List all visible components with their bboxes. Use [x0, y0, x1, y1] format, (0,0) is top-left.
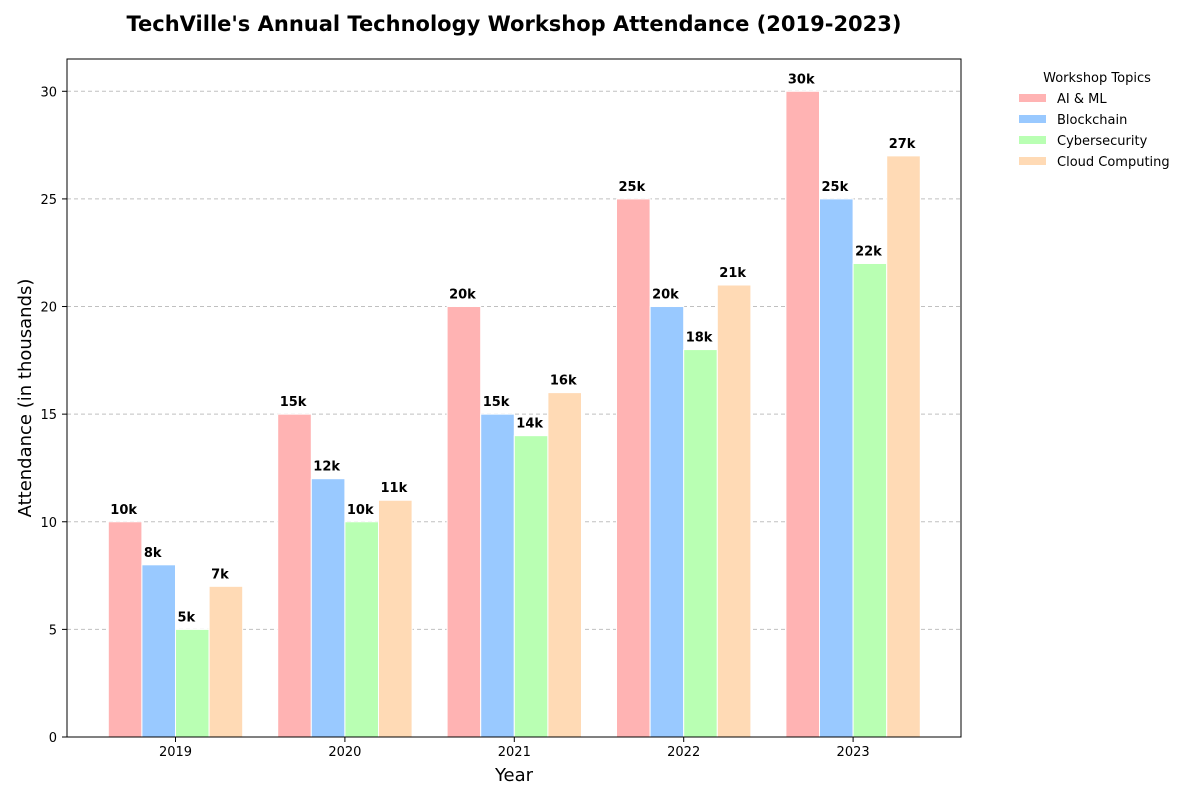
y-tick-label: 0 — [49, 731, 57, 746]
bar — [378, 499, 413, 738]
chart-title: TechVille's Annual Technology Workshop A… — [126, 12, 901, 36]
y-tick-label: 20 — [40, 301, 57, 316]
legend-swatch — [1019, 94, 1046, 102]
data-label: 15k — [280, 395, 307, 410]
data-label: 11k — [381, 481, 408, 496]
bar — [480, 413, 515, 738]
y-axis-label: Attendance (in thousands) — [15, 279, 36, 518]
bar — [344, 521, 379, 738]
bar — [141, 564, 176, 738]
bar — [208, 585, 244, 738]
bar — [277, 413, 312, 738]
x-axis-ticks: 2019 2020 2021 2022 2023 — [159, 737, 870, 760]
data-label: 20k — [652, 288, 679, 303]
x-tick-label: 2019 — [159, 745, 192, 760]
x-tick-label: 2023 — [837, 745, 870, 760]
legend-swatch — [1019, 115, 1046, 123]
bar — [547, 392, 583, 738]
legend-entry: Cybersecurity — [1057, 134, 1148, 149]
x-tick-label: 2021 — [498, 745, 531, 760]
bar — [886, 155, 921, 738]
bar — [819, 198, 854, 738]
bar — [513, 435, 549, 738]
legend-swatch — [1019, 136, 1046, 144]
y-tick-label: 30 — [40, 85, 57, 100]
data-label: 12k — [313, 460, 340, 475]
bar — [446, 306, 482, 738]
bar — [785, 90, 821, 738]
legend-title: Workshop Topics — [1043, 71, 1151, 86]
bar — [852, 262, 888, 738]
data-label: 8k — [144, 546, 162, 561]
data-label: 7k — [211, 567, 229, 582]
data-label: 22k — [855, 244, 882, 259]
y-axis-ticks: 0 5 10 15 20 25 30 — [40, 85, 67, 746]
data-label: 14k — [516, 417, 543, 432]
legend-entry: Blockchain — [1057, 113, 1127, 128]
x-axis-label: Year — [494, 765, 534, 786]
data-label: 20k — [449, 288, 476, 303]
data-label: 15k — [483, 395, 510, 410]
bars — [107, 90, 921, 738]
y-tick-label: 25 — [40, 193, 57, 208]
data-label: 27k — [889, 137, 916, 152]
legend-entry: AI & ML — [1057, 92, 1107, 107]
legend: Workshop Topics AI & ML Blockchain Cyberse… — [1019, 71, 1170, 170]
data-label: 5k — [178, 610, 196, 625]
data-label: 25k — [619, 180, 646, 195]
x-tick-label: 2020 — [328, 745, 361, 760]
legend-entry: Cloud Computing — [1057, 155, 1170, 170]
y-tick-label: 15 — [40, 408, 57, 423]
data-labels: 10k 15k 20k 25k 30k 8k 12k 15k 20k 25k 5k 10k 14k 18k… — [110, 72, 915, 625]
y-tick-label: 5 — [49, 623, 57, 638]
data-label: 10k — [110, 503, 137, 518]
data-label: 21k — [719, 266, 746, 281]
bar — [310, 478, 346, 738]
bar — [649, 306, 685, 738]
bar — [683, 349, 718, 738]
bar — [716, 284, 752, 738]
bar — [107, 521, 143, 738]
y-tick-label: 10 — [40, 516, 57, 531]
data-label: 18k — [686, 331, 713, 346]
data-label: 30k — [788, 72, 815, 87]
data-label: 16k — [550, 374, 577, 389]
data-label: 25k — [822, 180, 849, 195]
data-label: 10k — [347, 503, 374, 518]
bar — [175, 628, 210, 738]
legend-swatch — [1019, 157, 1046, 165]
x-tick-label: 2022 — [667, 745, 700, 760]
bar — [616, 198, 651, 738]
